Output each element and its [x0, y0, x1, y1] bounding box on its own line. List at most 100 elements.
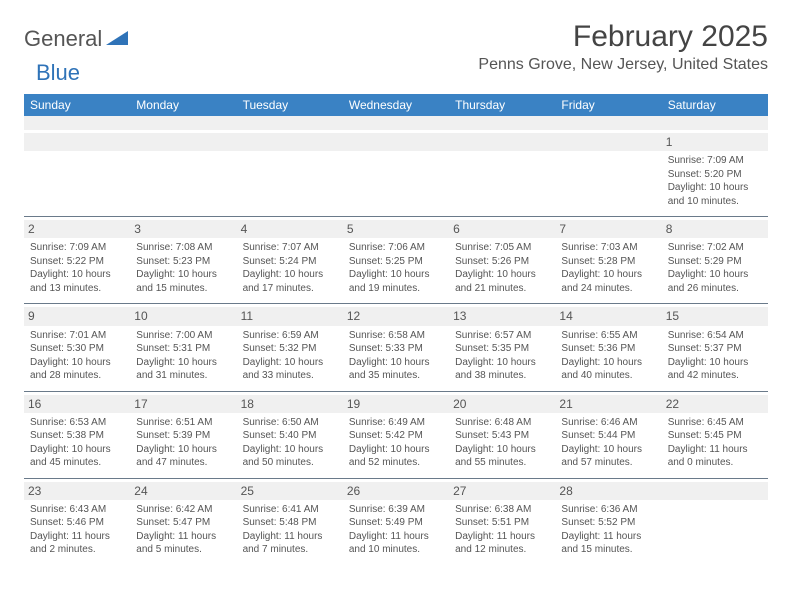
day-number: 3: [130, 220, 236, 238]
day-cell: [662, 479, 768, 565]
day-cell: 24Sunrise: 6:42 AMSunset: 5:47 PMDayligh…: [130, 479, 236, 565]
day-number: 12: [343, 307, 449, 325]
sunrise-text: Sunrise: 6:38 AM: [455, 503, 549, 517]
day-cell: 28Sunrise: 6:36 AMSunset: 5:52 PMDayligh…: [555, 479, 661, 565]
sunset-text: Sunset: 5:46 PM: [30, 516, 124, 530]
sunrise-text: Sunrise: 7:07 AM: [243, 241, 337, 255]
day-cell: 11Sunrise: 6:59 AMSunset: 5:32 PMDayligh…: [237, 304, 343, 390]
sunrise-text: Sunrise: 7:02 AM: [668, 241, 762, 255]
daylight-text: Daylight: 10 hours and 42 minutes.: [668, 356, 762, 383]
day-number: 13: [449, 307, 555, 325]
day-number: 6: [449, 220, 555, 238]
day-number: 26: [343, 482, 449, 500]
day-number: [24, 133, 130, 151]
daylight-text: Daylight: 10 hours and 10 minutes.: [668, 181, 762, 208]
day-number: [662, 482, 768, 500]
day-number: 4: [237, 220, 343, 238]
sunset-text: Sunset: 5:45 PM: [668, 429, 762, 443]
day-number: 19: [343, 395, 449, 413]
sunrise-text: Sunrise: 7:01 AM: [30, 329, 124, 343]
sunset-text: Sunset: 5:35 PM: [455, 342, 549, 356]
day-number: 18: [237, 395, 343, 413]
day-number: 15: [662, 307, 768, 325]
day-number: 8: [662, 220, 768, 238]
day-number: [237, 133, 343, 151]
daylight-text: Daylight: 10 hours and 57 minutes.: [561, 443, 655, 470]
day-cell: 10Sunrise: 7:00 AMSunset: 5:31 PMDayligh…: [130, 304, 236, 390]
day-number: 22: [662, 395, 768, 413]
sunrise-text: Sunrise: 6:48 AM: [455, 416, 549, 430]
daylight-text: Daylight: 10 hours and 47 minutes.: [136, 443, 230, 470]
day-number: 20: [449, 395, 555, 413]
sunrise-text: Sunrise: 7:03 AM: [561, 241, 655, 255]
spacer-row: [24, 116, 768, 130]
sunrise-text: Sunrise: 6:41 AM: [243, 503, 337, 517]
day-cell: 20Sunrise: 6:48 AMSunset: 5:43 PMDayligh…: [449, 392, 555, 478]
daylight-text: Daylight: 11 hours and 10 minutes.: [349, 530, 443, 557]
daylight-text: Daylight: 10 hours and 45 minutes.: [30, 443, 124, 470]
sunrise-text: Sunrise: 6:54 AM: [668, 329, 762, 343]
sunrise-text: Sunrise: 6:59 AM: [243, 329, 337, 343]
sunset-text: Sunset: 5:47 PM: [136, 516, 230, 530]
day-cell: 18Sunrise: 6:50 AMSunset: 5:40 PMDayligh…: [237, 392, 343, 478]
daylight-text: Daylight: 10 hours and 26 minutes.: [668, 268, 762, 295]
logo-text-dark: General: [24, 26, 102, 52]
sunrise-text: Sunrise: 6:50 AM: [243, 416, 337, 430]
daylight-text: Daylight: 10 hours and 21 minutes.: [455, 268, 549, 295]
title-block: February 2025 Penns Grove, New Jersey, U…: [478, 20, 768, 74]
sunset-text: Sunset: 5:30 PM: [30, 342, 124, 356]
day-number: 28: [555, 482, 661, 500]
sunrise-text: Sunrise: 7:08 AM: [136, 241, 230, 255]
daylight-text: Daylight: 11 hours and 5 minutes.: [136, 530, 230, 557]
sunrise-text: Sunrise: 7:00 AM: [136, 329, 230, 343]
day-cell: 2Sunrise: 7:09 AMSunset: 5:22 PMDaylight…: [24, 217, 130, 303]
day-number: 7: [555, 220, 661, 238]
day-number: [449, 133, 555, 151]
daylight-text: Daylight: 10 hours and 40 minutes.: [561, 356, 655, 383]
sunset-text: Sunset: 5:42 PM: [349, 429, 443, 443]
sunrise-text: Sunrise: 7:09 AM: [30, 241, 124, 255]
day-cell: [343, 130, 449, 216]
day-number: 10: [130, 307, 236, 325]
daylight-text: Daylight: 10 hours and 33 minutes.: [243, 356, 337, 383]
day-cell: 16Sunrise: 6:53 AMSunset: 5:38 PMDayligh…: [24, 392, 130, 478]
daylight-text: Daylight: 11 hours and 7 minutes.: [243, 530, 337, 557]
daylight-text: Daylight: 10 hours and 52 minutes.: [349, 443, 443, 470]
logo: General: [24, 20, 130, 52]
day-cell: 1Sunrise: 7:09 AMSunset: 5:20 PMDaylight…: [662, 130, 768, 216]
day-number: 21: [555, 395, 661, 413]
sunset-text: Sunset: 5:51 PM: [455, 516, 549, 530]
daylight-text: Daylight: 10 hours and 28 minutes.: [30, 356, 124, 383]
week-row: 2Sunrise: 7:09 AMSunset: 5:22 PMDaylight…: [24, 216, 768, 303]
daylight-text: Daylight: 10 hours and 13 minutes.: [30, 268, 124, 295]
week-row: 23Sunrise: 6:43 AMSunset: 5:46 PMDayligh…: [24, 478, 768, 565]
day-cell: 5Sunrise: 7:06 AMSunset: 5:25 PMDaylight…: [343, 217, 449, 303]
day-cell: 17Sunrise: 6:51 AMSunset: 5:39 PMDayligh…: [130, 392, 236, 478]
weekday-header: Friday: [555, 94, 661, 116]
day-cell: 27Sunrise: 6:38 AMSunset: 5:51 PMDayligh…: [449, 479, 555, 565]
day-cell: 14Sunrise: 6:55 AMSunset: 5:36 PMDayligh…: [555, 304, 661, 390]
day-cell: 4Sunrise: 7:07 AMSunset: 5:24 PMDaylight…: [237, 217, 343, 303]
day-number: [130, 133, 236, 151]
weekday-header: Tuesday: [237, 94, 343, 116]
weeks-container: 1Sunrise: 7:09 AMSunset: 5:20 PMDaylight…: [24, 130, 768, 565]
daylight-text: Daylight: 10 hours and 31 minutes.: [136, 356, 230, 383]
day-cell: 19Sunrise: 6:49 AMSunset: 5:42 PMDayligh…: [343, 392, 449, 478]
sunset-text: Sunset: 5:26 PM: [455, 255, 549, 269]
sunset-text: Sunset: 5:43 PM: [455, 429, 549, 443]
weekday-header: Saturday: [662, 94, 768, 116]
sunset-text: Sunset: 5:49 PM: [349, 516, 443, 530]
sunrise-text: Sunrise: 6:45 AM: [668, 416, 762, 430]
day-number: 14: [555, 307, 661, 325]
daylight-text: Daylight: 10 hours and 19 minutes.: [349, 268, 443, 295]
weekday-header: Thursday: [449, 94, 555, 116]
weekday-header: Wednesday: [343, 94, 449, 116]
day-cell: 25Sunrise: 6:41 AMSunset: 5:48 PMDayligh…: [237, 479, 343, 565]
sunrise-text: Sunrise: 6:46 AM: [561, 416, 655, 430]
daylight-text: Daylight: 10 hours and 38 minutes.: [455, 356, 549, 383]
sunset-text: Sunset: 5:38 PM: [30, 429, 124, 443]
sunrise-text: Sunrise: 6:58 AM: [349, 329, 443, 343]
sunset-text: Sunset: 5:37 PM: [668, 342, 762, 356]
calendar: SundayMondayTuesdayWednesdayThursdayFrid…: [24, 94, 768, 565]
sunset-text: Sunset: 5:44 PM: [561, 429, 655, 443]
